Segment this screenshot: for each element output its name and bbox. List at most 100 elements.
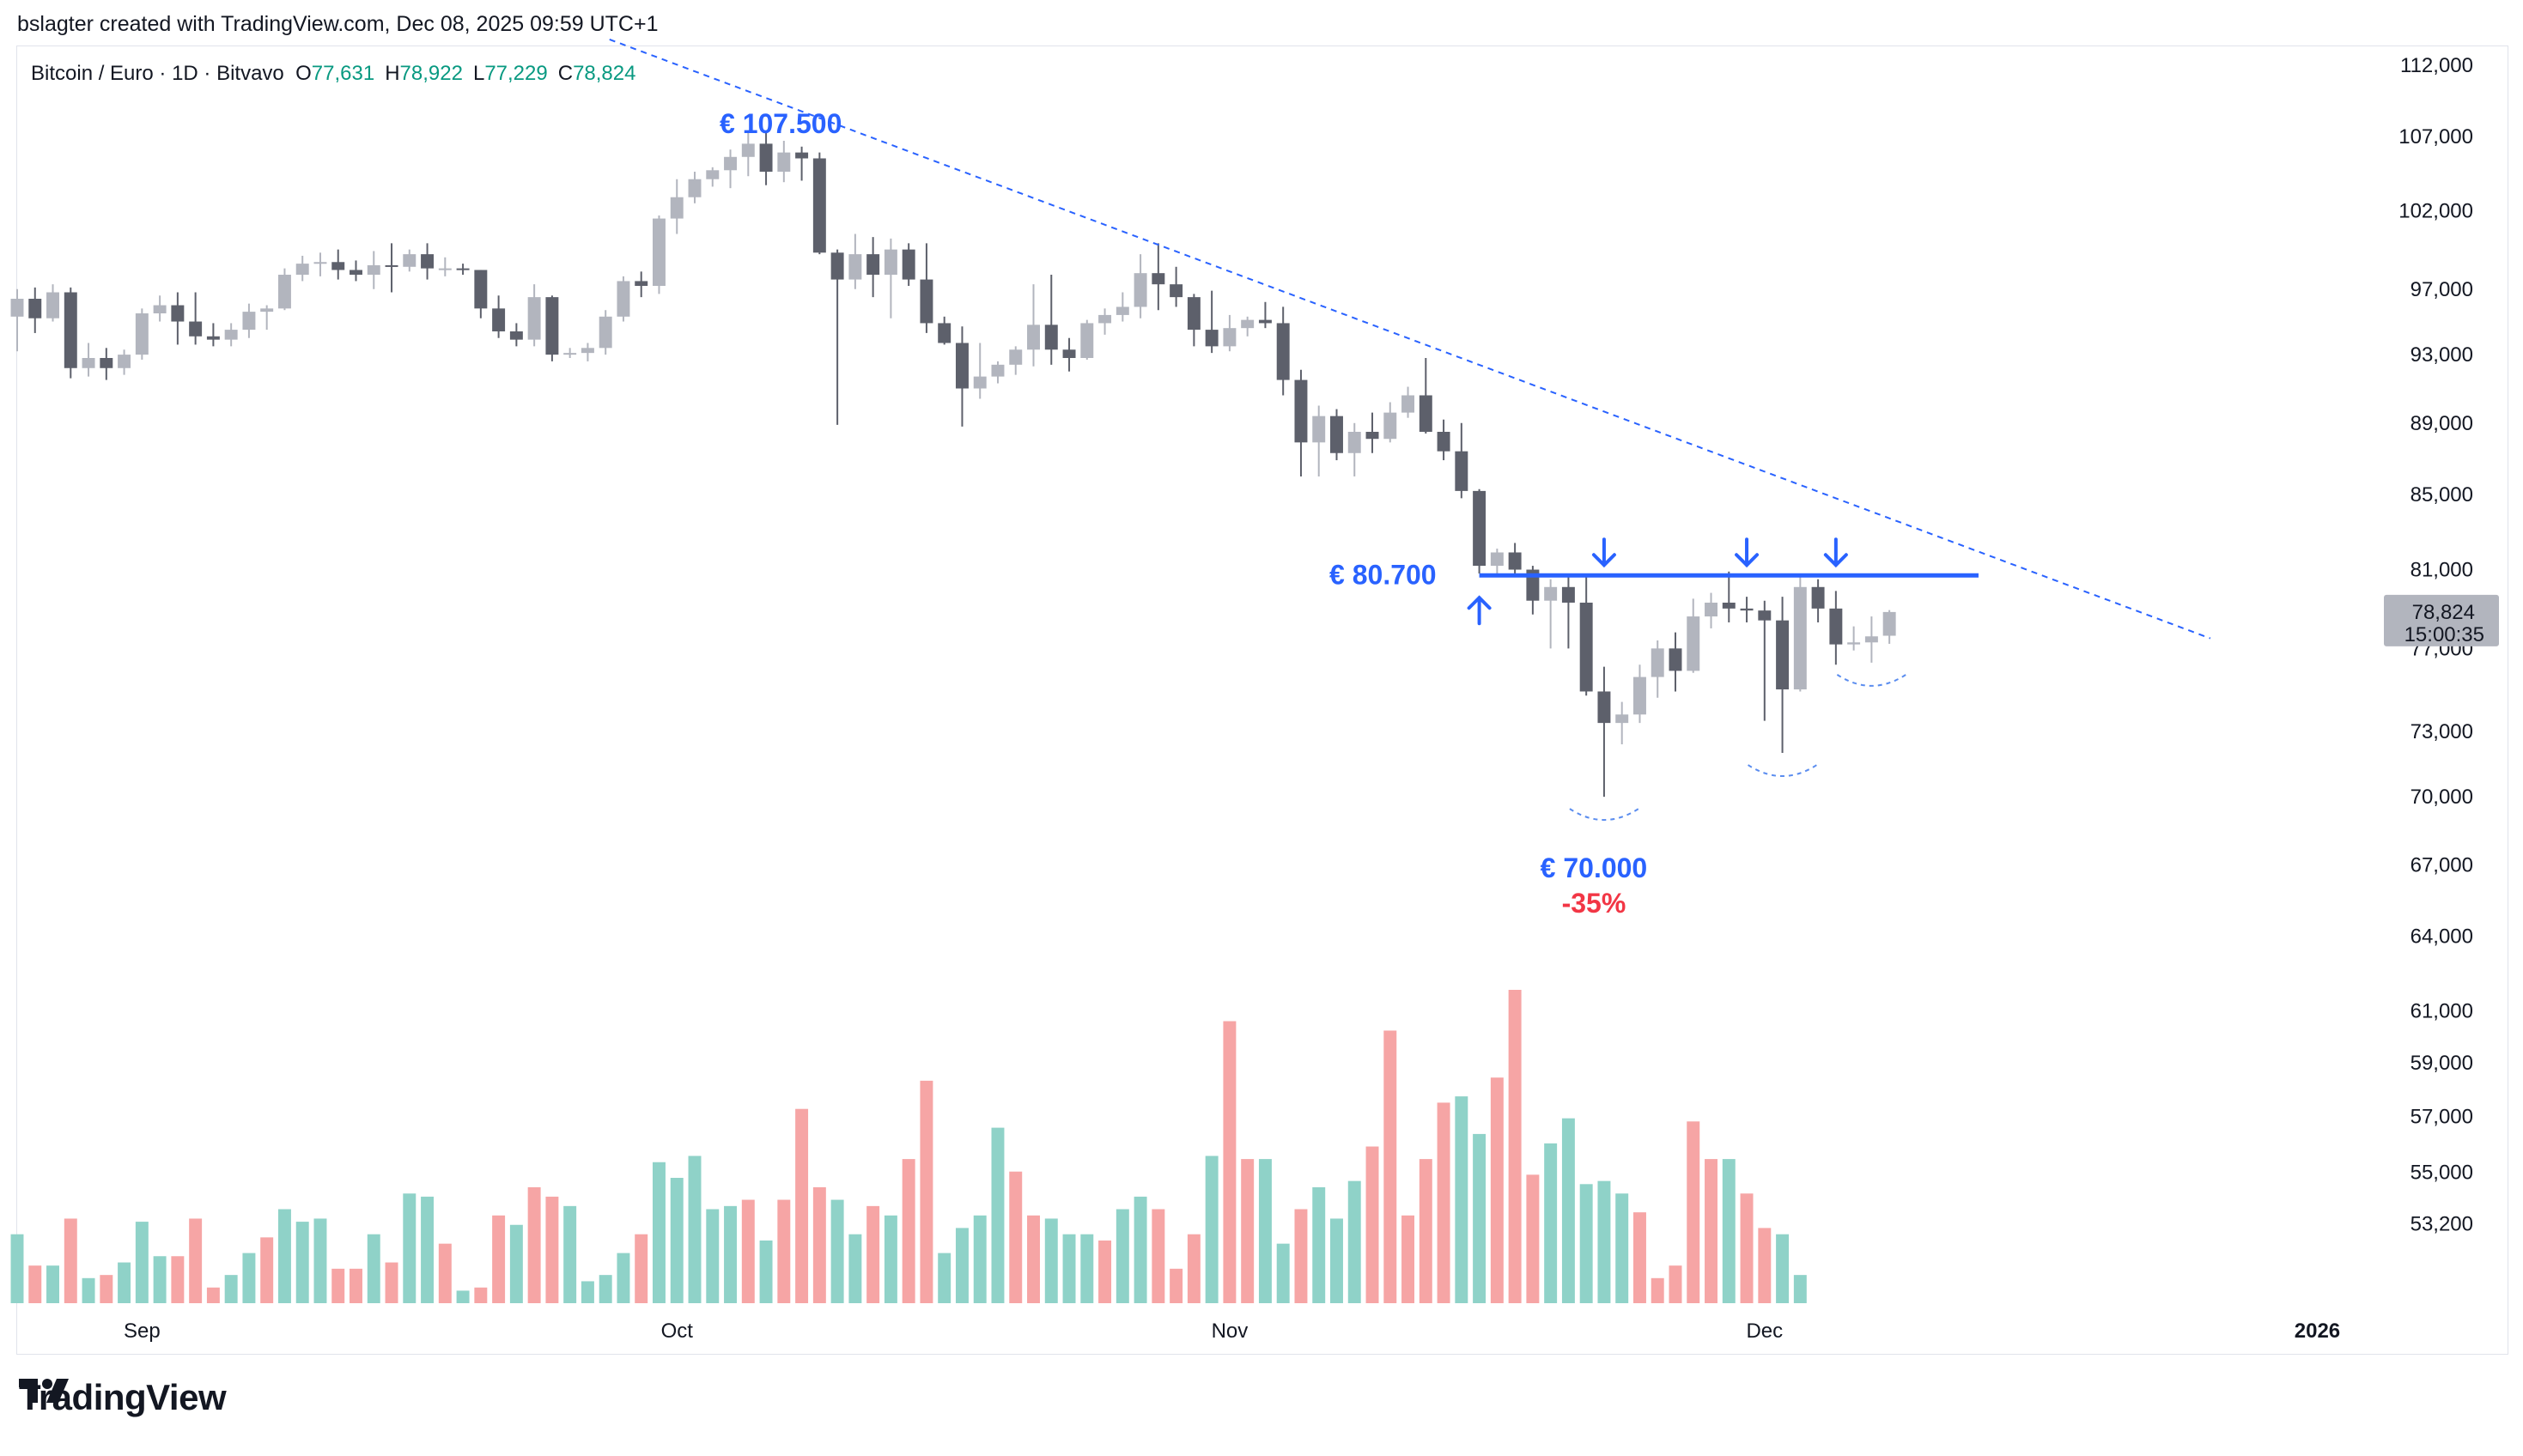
- candle-body: [1419, 395, 1432, 433]
- candle-body: [920, 279, 933, 324]
- last-price-value: 78,824: [2412, 601, 2475, 624]
- candles: [10, 130, 1896, 798]
- volume-bar: [1116, 1209, 1129, 1303]
- price-tick-label: 53,200: [2411, 1213, 2473, 1236]
- candle-body: [1437, 432, 1450, 452]
- volume-bar: [1508, 990, 1522, 1303]
- candle-body: [10, 299, 24, 317]
- volume-bar: [153, 1256, 167, 1303]
- candle-body: [1134, 273, 1147, 307]
- last-price-tag-bg: [2384, 594, 2499, 646]
- price-tick-label: 55,000: [2411, 1161, 2473, 1184]
- volume-bar: [866, 1205, 880, 1303]
- candle-body: [1758, 610, 1772, 621]
- candle-body: [741, 143, 755, 157]
- candle-body: [295, 264, 309, 276]
- chart-frame[interactable]: [16, 46, 2508, 1355]
- candle-body: [670, 197, 684, 219]
- candle-body: [1080, 323, 1094, 359]
- candle-body: [1508, 552, 1522, 570]
- close-value: 78,824: [573, 62, 636, 85]
- volume-bar: [1758, 1228, 1772, 1303]
- volume-bar: [1062, 1234, 1076, 1303]
- candle-body: [1544, 586, 1558, 601]
- candle-body: [1223, 328, 1237, 347]
- volume-bar: [82, 1277, 95, 1303]
- volume-bar: [1365, 1146, 1379, 1303]
- volume-bar: [295, 1222, 309, 1303]
- volume-bar: [100, 1275, 113, 1303]
- volume-bar: [545, 1196, 559, 1303]
- candle-body: [991, 364, 1005, 377]
- volume-bar: [812, 1186, 826, 1303]
- candle-body: [28, 299, 42, 318]
- volume-bar: [1401, 1215, 1415, 1303]
- candle-body: [759, 143, 773, 173]
- candle-body: [1312, 416, 1326, 443]
- candle-body: [1294, 379, 1308, 443]
- price-axis[interactable]: 112,000 107,000 102,000 97,000 93,000 89,000 8…: [2398, 54, 2473, 1235]
- volume-bar: [421, 1196, 435, 1303]
- time-tick-label: 2026: [2295, 1320, 2340, 1343]
- volume-bar: [617, 1253, 630, 1303]
- candle-body: [884, 249, 897, 276]
- candle-body: [563, 353, 577, 355]
- candle-body: [1187, 297, 1201, 331]
- volume-bar: [1044, 1218, 1058, 1303]
- candle-body: [688, 179, 702, 197]
- volume-bar: [563, 1205, 577, 1303]
- candle-body: [1062, 349, 1076, 359]
- candle-body: [1347, 432, 1361, 453]
- high-label: H: [385, 62, 400, 85]
- volume-bar: [367, 1234, 380, 1303]
- volume-bar: [242, 1253, 256, 1303]
- candle-body: [46, 292, 60, 318]
- volume-bar: [1490, 1077, 1504, 1303]
- candle-body: [367, 264, 380, 276]
- candle-body: [82, 358, 95, 368]
- candle-body: [1330, 416, 1343, 453]
- candle-body: [206, 336, 220, 340]
- candle-body: [331, 262, 345, 270]
- volume-bar: [1080, 1234, 1094, 1303]
- price-tick-label: 102,000: [2398, 200, 2473, 223]
- volume-bar: [1312, 1186, 1326, 1303]
- candle-body: [1170, 284, 1183, 298]
- low-label: L: [472, 62, 485, 85]
- price-tick-label: 64,000: [2411, 925, 2473, 949]
- volume-bar: [385, 1262, 398, 1303]
- candle-body: [1009, 349, 1023, 365]
- volume-bar: [64, 1218, 77, 1303]
- volume-bars: [10, 990, 1807, 1303]
- tradingview-logo[interactable]: TradingView: [19, 1377, 227, 1418]
- candle-body: [1864, 636, 1878, 643]
- candle-body: [153, 305, 167, 314]
- candle-body: [1882, 611, 1896, 636]
- candle-body: [1615, 714, 1629, 724]
- volume-bar: [1632, 1212, 1646, 1303]
- volume-bar: [1455, 1096, 1468, 1303]
- volume-bar: [724, 1205, 738, 1303]
- volume-bar: [1347, 1180, 1361, 1303]
- low-label: € 70.000: [1541, 852, 1648, 883]
- price-tick-label: 59,000: [2411, 1052, 2473, 1075]
- time-axis[interactable]: Sep Oct Nov Dec 2026: [124, 1320, 2340, 1343]
- candle-body: [830, 252, 844, 280]
- volume-bar: [438, 1243, 452, 1303]
- candle-body: [599, 316, 612, 349]
- volume-bar: [955, 1228, 969, 1303]
- volume-bar: [224, 1275, 238, 1303]
- resistance-label: € 80.700: [1329, 559, 1437, 590]
- candle-body: [706, 170, 720, 179]
- candle-body: [1632, 676, 1646, 715]
- open-value: 77,631: [311, 62, 375, 85]
- candle-body: [973, 376, 987, 389]
- high-value: 78,922: [399, 62, 463, 85]
- price-tick-label: 107,000: [2398, 125, 2473, 149]
- volume-bar: [1098, 1241, 1112, 1303]
- candle-body: [1847, 642, 1861, 645]
- low-value: 77,229: [484, 62, 548, 85]
- time-tick-label: Dec: [1746, 1320, 1783, 1343]
- volume-bar: [777, 1199, 791, 1303]
